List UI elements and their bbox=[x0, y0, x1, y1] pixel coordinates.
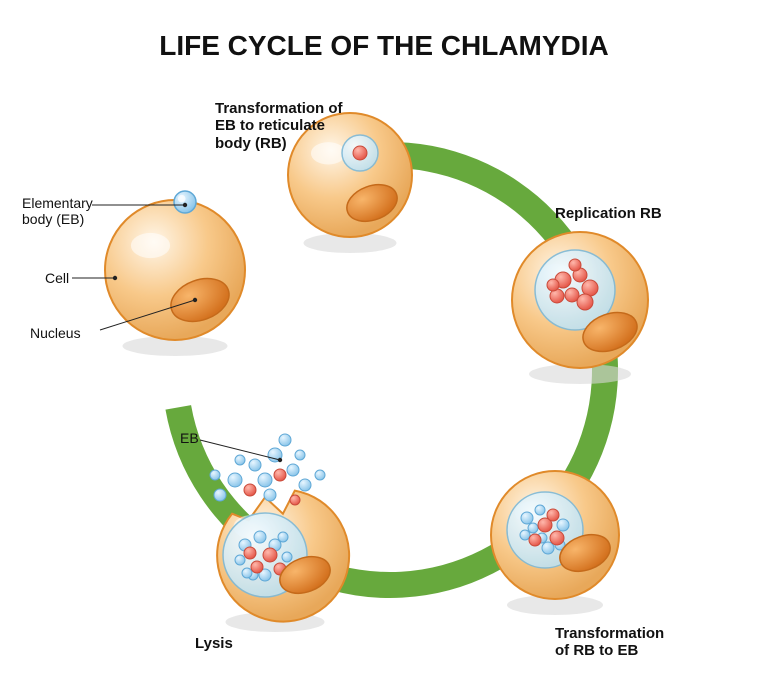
eb-small-label: EB bbox=[180, 430, 199, 446]
cell-start bbox=[105, 191, 245, 356]
start-nucleus-label: Nucleus bbox=[30, 325, 81, 341]
cell-stage4 bbox=[210, 434, 349, 632]
stage2-label: Replication RB bbox=[555, 205, 662, 222]
stage3-label: Transformationof RB to EB bbox=[555, 625, 664, 660]
cell-stage3 bbox=[491, 471, 619, 615]
start-eb-label: Elementarybody (EB) bbox=[22, 195, 93, 227]
start-cell-label: Cell bbox=[45, 270, 69, 286]
cell-stage2 bbox=[512, 232, 648, 384]
diagram-canvas bbox=[0, 0, 768, 688]
stage1-label: Transformation of EB to reticulate body … bbox=[215, 100, 343, 152]
stage4-label: Lysis bbox=[195, 635, 233, 652]
